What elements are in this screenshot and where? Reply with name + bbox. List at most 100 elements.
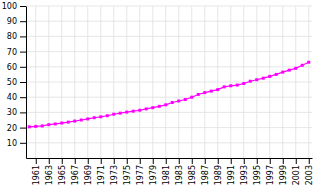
y-tick-mark: [20, 97, 26, 98]
y-tick-mark: [20, 128, 26, 129]
x-tick: 1971: [97, 158, 106, 185]
y-tick-mark: [20, 36, 26, 37]
marker: [151, 106, 154, 109]
x-tick-label: 1997: [266, 165, 275, 185]
grid-line: [165, 6, 166, 158]
y-tick-label: 50: [7, 78, 17, 87]
x-tick-label: 1985: [188, 165, 197, 185]
marker: [80, 119, 83, 122]
marker: [190, 96, 193, 99]
marker: [229, 84, 232, 87]
y-tick-mark: [20, 6, 26, 7]
x-tick-label: 2001: [292, 165, 301, 185]
x-tick-mark: [114, 158, 115, 164]
y-tick-label: 80: [7, 32, 17, 41]
x-tick-mark: [309, 158, 310, 164]
marker: [119, 112, 122, 115]
x-tick-label: 1999: [279, 165, 288, 185]
y-tick: 60: [7, 63, 26, 72]
marker: [288, 69, 291, 72]
x-tick-mark: [179, 158, 180, 164]
x-tick-mark: [244, 158, 245, 164]
x-tick-label: 1965: [58, 165, 67, 185]
grid-line: [295, 6, 296, 158]
marker: [34, 125, 37, 128]
x-tick-mark: [101, 158, 102, 164]
x-tick-label: 2003: [305, 165, 314, 185]
marker: [54, 122, 57, 125]
x-tick: 1969: [84, 158, 93, 185]
marker: [106, 114, 109, 117]
marker: [262, 77, 265, 80]
y-tick: 70: [7, 48, 26, 57]
y-tick-label: 10: [7, 139, 17, 148]
grid-line: [26, 6, 312, 7]
y-tick-mark: [20, 67, 26, 68]
grid-line: [113, 6, 114, 158]
grid-line: [26, 51, 312, 52]
x-tick: 1977: [136, 158, 145, 185]
x-tick-label: 1993: [240, 165, 249, 185]
marker: [281, 71, 284, 74]
x-axis: 1961196319651967196919711973197519771979…: [27, 158, 314, 185]
marker: [255, 78, 258, 81]
y-tick: 40: [7, 93, 26, 102]
x-tick-mark: [218, 158, 219, 164]
grid-line: [282, 6, 283, 158]
grid-line: [178, 6, 179, 158]
grid-line: [269, 6, 270, 158]
x-tick-label: 1975: [123, 165, 132, 185]
y-tick-label: 40: [7, 93, 17, 102]
marker: [41, 124, 44, 127]
y-tick: 50: [7, 78, 26, 87]
x-tick-label: 1991: [227, 165, 236, 185]
y-tick: 10: [7, 139, 26, 148]
marker: [210, 90, 213, 93]
marker: [275, 73, 278, 76]
x-tick-mark: [153, 158, 154, 164]
grid-line: [26, 36, 312, 37]
x-tick-label: 1963: [45, 165, 54, 185]
x-tick-label: 1967: [71, 165, 80, 185]
marker: [60, 122, 63, 125]
grid-line: [217, 6, 218, 158]
marker: [164, 103, 167, 106]
y-tick-label: 20: [7, 124, 17, 133]
y-tick-mark: [20, 21, 26, 22]
grid-line: [48, 6, 49, 158]
x-tick-label: 1981: [162, 165, 171, 185]
marker: [28, 125, 31, 128]
marker: [132, 110, 135, 113]
x-tick-label: 1971: [97, 165, 106, 185]
y-tick-label: 90: [7, 17, 17, 26]
grid-line: [87, 6, 88, 158]
x-tick-mark: [36, 158, 37, 164]
marker: [268, 75, 271, 78]
marker: [99, 115, 102, 118]
grid-line: [61, 6, 62, 158]
x-tick: 1961: [32, 158, 41, 185]
x-tick: 1999: [279, 158, 288, 185]
x-axis-line: [27, 158, 313, 159]
x-tick-label: 1979: [149, 165, 158, 185]
x-tick-mark: [296, 158, 297, 164]
grid-line: [26, 66, 312, 67]
marker: [184, 98, 187, 101]
x-tick: 1983: [175, 158, 184, 185]
x-tick-label: 1995: [253, 165, 262, 185]
y-tick-label: 30: [7, 108, 17, 117]
x-tick: 1987: [201, 158, 210, 185]
x-tick-mark: [75, 158, 76, 164]
plot: 1961196319651967196919711973197519771979…: [2, 2, 314, 185]
x-tick: 1963: [45, 158, 54, 185]
marker: [223, 85, 226, 88]
marker: [138, 109, 141, 112]
grid-line: [230, 6, 231, 158]
grid-line: [191, 6, 192, 158]
x-tick-mark: [231, 158, 232, 164]
x-tick-mark: [205, 158, 206, 164]
marker: [177, 100, 180, 103]
grid-line: [26, 82, 312, 83]
y-tick-mark: [20, 52, 26, 53]
y-tick-label: 100: [2, 2, 17, 11]
